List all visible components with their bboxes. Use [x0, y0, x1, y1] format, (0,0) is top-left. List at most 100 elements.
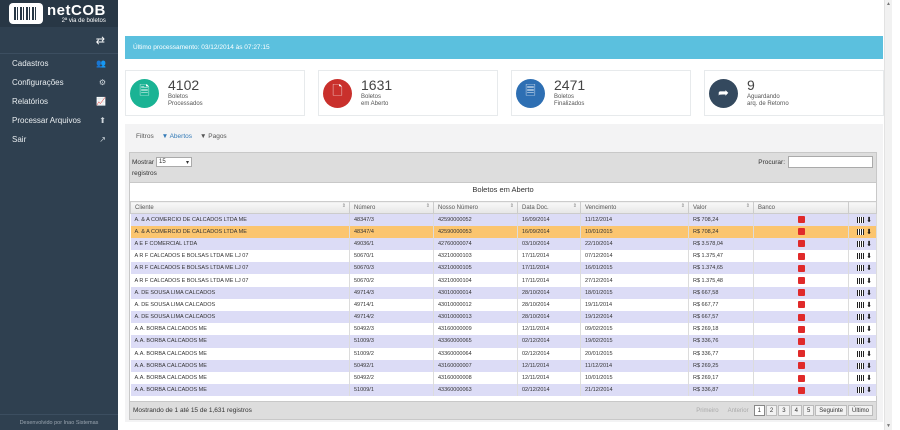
table-row[interactable]: A.A. BORBA CALCADOS ME 51009/1 43360000063… [130, 384, 877, 397]
page-scrollbar[interactable]: ▲ ▼ [884, 0, 892, 430]
bank-cell [753, 311, 849, 324]
table-row[interactable]: A.A. BORBA CALCADOS ME 51009/2 43360000064… [130, 347, 877, 360]
pdf-icon[interactable] [797, 350, 805, 358]
table-row[interactable]: A R F CALCADOS E BOLSAS LTDA ME LJ 07 506… [130, 262, 877, 275]
barcode-icon[interactable] [857, 314, 865, 321]
sidebar-item-cadastros[interactable]: Cadastros 👥 [0, 54, 118, 73]
barcode-icon[interactable] [857, 326, 865, 333]
table-row[interactable]: A.A. BORBA CALCADOS ME 50492/1 43160000007… [130, 359, 877, 372]
table-cell: 48347/4 [349, 225, 434, 238]
barcode-icon[interactable] [857, 253, 865, 260]
table-row[interactable]: A. DE SOUSA LIMA CALCADOS 49714/3 43010000… [130, 286, 877, 299]
pager-button[interactable]: 4 [790, 405, 802, 416]
table-row[interactable]: A R F CALCADOS E BOLSAS LTDA ME LJ 07 506… [130, 250, 877, 263]
column-header[interactable]: Data Doc. ⇕ [517, 201, 581, 214]
column-header[interactable]: Vencimento ⇕ [580, 201, 689, 214]
table-cell: 07/12/2014 [580, 250, 689, 263]
pdf-icon[interactable] [797, 301, 805, 309]
download-icon[interactable]: ⬇ [866, 314, 872, 322]
pager-button[interactable]: 5 [802, 405, 815, 416]
table-row[interactable]: A.A. BORBA CALCADOS ME 50492/3 43160000009… [130, 323, 877, 336]
sort-icon: ⇕ [745, 203, 750, 209]
column-header[interactable]: Nosso Número ⇕ [433, 201, 518, 214]
column-header[interactable]: Valor ⇕ [688, 201, 754, 214]
pdf-icon[interactable] [797, 252, 805, 260]
pager-button[interactable]: 3 [778, 405, 790, 416]
table-row[interactable]: A. & A COMERCIO DE CALCADOS LTDA ME 48347… [130, 225, 877, 238]
search-input[interactable] [788, 156, 873, 168]
actions-cell: ⬇ [848, 298, 877, 311]
table-cell: 17/11/2014 [517, 262, 581, 275]
download-icon[interactable]: ⬇ [866, 253, 872, 261]
barcode-icon[interactable] [857, 277, 865, 284]
download-icon[interactable]: ⬇ [866, 338, 872, 346]
pdf-icon[interactable] [797, 240, 805, 248]
table-row[interactable]: A.A. BORBA CALCADOS ME 51009/3 43360000065… [130, 335, 877, 348]
column-header[interactable]: Número ⇕ [349, 201, 434, 214]
pdf-icon[interactable] [797, 374, 805, 382]
scroll-down-icon[interactable]: ▼ [886, 423, 891, 429]
barcode-icon[interactable] [857, 228, 865, 235]
pdf-icon[interactable] [797, 289, 805, 297]
barcode-icon[interactable] [857, 362, 865, 369]
pdf-icon[interactable] [797, 216, 805, 224]
file-icon: 🗎 [130, 78, 159, 108]
download-icon[interactable]: ⬇ [866, 265, 872, 273]
table-row[interactable]: A.A. BORBA CALCADOS ME 50492/2 43160000008… [130, 371, 877, 385]
download-icon[interactable]: ⬇ [866, 289, 872, 297]
table-row[interactable]: A. & A COMERCIO DE CALCADOS LTDA ME 48347… [130, 213, 877, 226]
barcode-icon[interactable] [857, 301, 865, 308]
pager-button[interactable]: Seguinte [815, 405, 847, 416]
download-icon[interactable]: ⬇ [866, 326, 872, 334]
table-row[interactable]: A R F CALCADOS E BOLSAS LTDA ME LJ 07 506… [130, 274, 877, 287]
download-icon[interactable]: ⬇ [866, 216, 872, 224]
pager-button[interactable]: Anterior [727, 407, 749, 414]
filter-open-button[interactable]: ▼ Abertos [161, 133, 192, 140]
page-size-select[interactable]: 15 ▾ [156, 157, 193, 167]
barcode-icon[interactable] [857, 387, 865, 394]
pdf-icon[interactable] [797, 337, 805, 345]
pager-button[interactable]: 2 [765, 405, 778, 416]
pdf-icon[interactable] [797, 362, 805, 370]
filter-paid-button[interactable]: ▼ Pagos [200, 133, 227, 140]
barcode-icon[interactable] [857, 240, 865, 247]
table-row[interactable]: A E F COMERCIAL LTDA 49036/1 42760000074 03… [130, 237, 877, 251]
sidebar-item-configura-es[interactable]: Configurações ⚙ [0, 73, 118, 92]
table-row[interactable]: A. DE SOUSA LIMA CALCADOS 49714/1 43010000… [130, 298, 877, 311]
pdf-icon[interactable] [797, 325, 805, 333]
download-icon[interactable]: ⬇ [866, 277, 872, 285]
barcode-icon[interactable] [857, 289, 865, 296]
column-header[interactable]: Banco [753, 201, 849, 214]
stat-number: 2471 [554, 76, 586, 93]
download-icon[interactable]: ⬇ [866, 387, 872, 395]
download-icon[interactable]: ⬇ [866, 228, 872, 236]
barcode-icon[interactable] [857, 338, 865, 345]
sidebar-item-processar-arquivos[interactable]: Processar Arquivos ⬆ [0, 111, 118, 130]
barcode-icon[interactable] [857, 350, 865, 357]
download-icon[interactable]: ⬇ [866, 301, 872, 309]
barcode-icon[interactable] [857, 265, 865, 272]
pdf-icon[interactable] [797, 313, 805, 321]
pdf-icon[interactable] [797, 264, 805, 272]
scroll-up-icon[interactable]: ▲ [886, 1, 891, 7]
pager-button[interactable]: 1 [753, 405, 765, 416]
sidebar-item-sair[interactable]: Sair ↗ [0, 130, 118, 149]
file-outline-icon: 🗋 [323, 78, 352, 108]
download-icon[interactable]: ⬇ [866, 362, 872, 370]
table-row[interactable]: A. DE SOUSA LIMA CALCADOS 49714/2 43010000… [130, 311, 877, 324]
pdf-icon[interactable] [797, 228, 805, 236]
pager-button[interactable]: Primeiro [696, 407, 719, 414]
barcode-icon[interactable] [857, 375, 865, 382]
pager-button[interactable]: Último [847, 405, 873, 416]
download-icon[interactable]: ⬇ [866, 375, 872, 383]
table-cell: R$ 269,18 [688, 323, 754, 336]
pdf-icon[interactable] [797, 386, 805, 394]
download-icon[interactable]: ⬇ [866, 350, 872, 358]
sidebar-toggle-button[interactable]: ⇄ [0, 27, 118, 54]
table-cell: 10/01/2015 [580, 371, 689, 385]
download-icon[interactable]: ⬇ [866, 240, 872, 248]
barcode-icon[interactable] [857, 216, 865, 223]
sidebar-item-relat-rios[interactable]: Relatórios 📈 [0, 92, 118, 111]
pdf-icon[interactable] [797, 277, 805, 285]
column-header[interactable]: Cliente ⇕ [130, 201, 350, 214]
